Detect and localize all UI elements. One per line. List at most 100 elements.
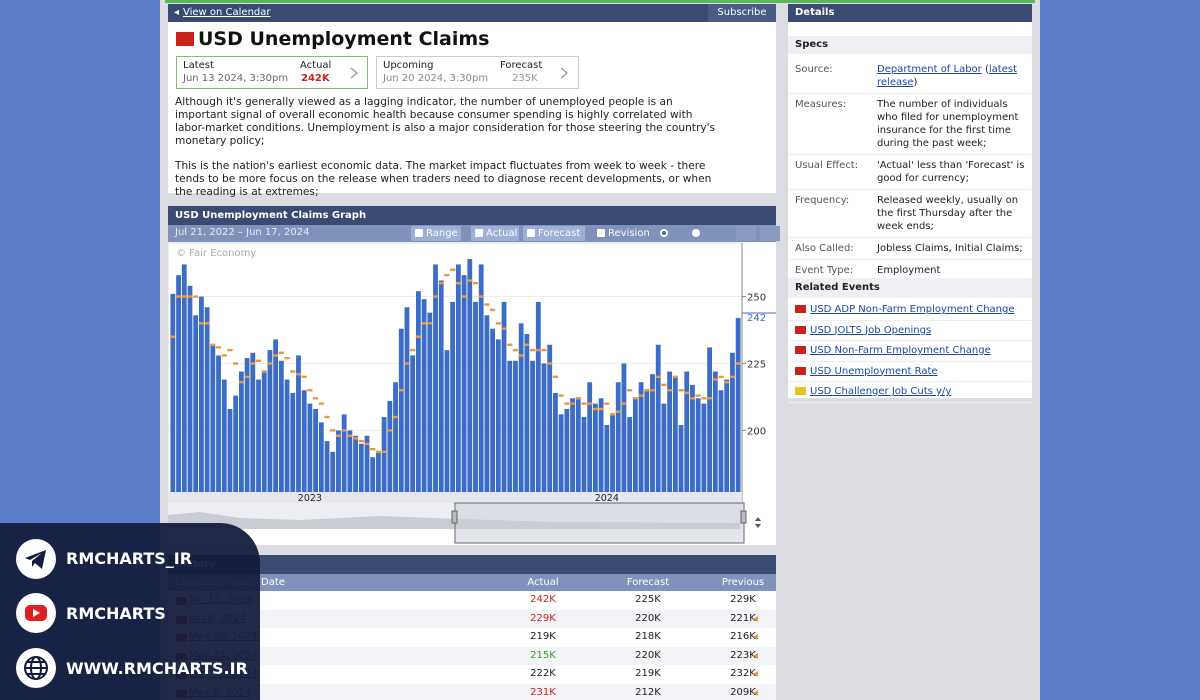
toolbar-icon — [692, 229, 700, 237]
related-event[interactable]: USD Unemployment Rate — [788, 362, 1032, 382]
spec-row: Measures: The number of individuals who f… — [788, 94, 1032, 155]
upcoming-label: Upcoming — [383, 60, 434, 71]
toolbar-icon — [527, 229, 535, 237]
column-header: Date — [261, 577, 285, 588]
zoom-button[interactable] — [736, 226, 756, 241]
history-actual: 222K — [530, 668, 556, 679]
spec-text: 'Actual' less than 'Forecast' is good fo… — [877, 160, 1025, 184]
history-forecast: 220K — [635, 612, 661, 624]
related-link[interactable]: USD Challenger Job Cuts y/y — [810, 386, 952, 397]
toolbar-button[interactable]: Forecast — [523, 226, 585, 241]
latest-box[interactable]: Latest Jun 13 2024, 3:30pm Actual 242K — [176, 56, 368, 89]
toolbar-button[interactable]: Range — [411, 226, 461, 241]
related-link[interactable]: USD Unemployment Rate — [810, 365, 938, 377]
impact-icon — [795, 366, 806, 375]
history-actual: 215K — [530, 649, 556, 661]
column-header: Previous — [721, 577, 765, 588]
toolbar-label: Actual — [486, 228, 518, 239]
graph-panel: USD Unemployment Claims Graph Jul 21, 20… — [168, 206, 780, 545]
toolbar-button[interactable]: Actual — [471, 226, 519, 241]
column-header: Forecast — [626, 577, 670, 588]
toolbar-icon — [660, 229, 668, 237]
impact-icon — [795, 387, 806, 395]
history-previous: 216K — [730, 631, 756, 642]
spec-value: Employment — [877, 264, 1027, 277]
upcoming-value: 235K — [512, 73, 538, 84]
event-panel: ◂ View on Calendar Subscribe USD Unemplo… — [168, 4, 776, 198]
related-event[interactable]: USD Challenger Job Cuts y/y — [788, 382, 1032, 403]
related-link[interactable]: USD ADP Non-Farm Employment Change — [810, 304, 1015, 315]
related-link[interactable]: USD JOLTS Job Openings — [810, 324, 932, 336]
toolbar-label: Bar — [656, 243, 674, 254]
column-header: Actual — [527, 577, 559, 588]
spec-text: Released weekly, usually on the first Th… — [877, 195, 1019, 232]
related-event[interactable]: USD JOLTS Job Openings — [788, 321, 1032, 341]
branding-overlay: RMCHARTS_IR RMCHARTS WWW.RMCHARTS.IR — [0, 523, 260, 700]
latest-value-label: Actual — [300, 60, 332, 71]
spec-row: Usual Effect: 'Actual' less than 'Forecas… — [788, 155, 1032, 190]
specs-header: Specs — [788, 36, 1032, 54]
spec-text: ) — [913, 77, 918, 88]
history-previous: 232K — [730, 668, 756, 679]
toolbar-label: Line — [688, 243, 709, 254]
spec-row: Also Called: Jobless Claims, Initial Clai… — [788, 238, 1032, 260]
spec-row: Frequency: Released weekly, usually on th… — [788, 190, 1032, 238]
description: Although it's generally viewed as a lagg… — [175, 96, 720, 211]
toolbar-label: Range — [426, 228, 458, 239]
history-actual: 242K — [530, 594, 556, 605]
upcoming-box[interactable]: Upcoming Jun 20 2024, 3:30pm Forecast 23… — [376, 56, 579, 89]
latest-label: Latest — [183, 60, 214, 71]
spec-label: Also Called: — [795, 243, 854, 254]
history-actual: 229K — [530, 612, 556, 624]
revision-marker — [753, 634, 758, 640]
event-header: ◂ View on Calendar Subscribe — [168, 4, 776, 22]
related-event[interactable]: USD ADP Non-Farm Employment Change — [788, 300, 1032, 321]
spec-link[interactable]: Department of Labor — [877, 64, 982, 75]
related-list: USD ADP Non-Farm Employment Change USD JO… — [788, 300, 1032, 403]
spec-value: 'Actual' less than 'Forecast' is good fo… — [877, 159, 1027, 185]
history-previous: 229K — [730, 594, 756, 605]
back-arrow: ◂ — [174, 7, 180, 18]
top-accent — [165, 0, 1035, 3]
related-link[interactable]: USD Non-Farm Employment Change — [810, 345, 991, 356]
history-actual: 219K — [530, 631, 556, 642]
graph-toolbar: Jul 21, 2022 – Jun 17, 2024 Range Actual F… — [168, 225, 780, 254]
subscribe-button[interactable]: Subscribe — [708, 4, 776, 22]
latest-value: 242K — [301, 73, 330, 84]
revision-marker — [753, 689, 758, 696]
spec-label: Usual Effect: — [795, 160, 859, 171]
toolbar-button[interactable]: Revision — [593, 226, 650, 241]
revision-marker — [753, 652, 758, 659]
spec-row: Source: Department of Labor (latest relea… — [788, 59, 1032, 94]
history-forecast: 220K — [635, 649, 661, 661]
spec-link[interactable]: latest release — [877, 64, 1018, 88]
chevron — [350, 67, 359, 79]
related-header: Related Events — [788, 278, 1032, 298]
back-link[interactable]: View on Calendar — [183, 7, 271, 18]
impact-icon — [795, 346, 806, 354]
date-range: Jul 21, 2022 – Jun 17, 2024 — [175, 227, 310, 238]
history-actual: 231K — [530, 686, 556, 698]
history-forecast: 219K — [635, 668, 661, 679]
chevron — [560, 67, 569, 79]
toolbar-label: Revision — [608, 228, 650, 239]
details-panel: Details Specs Source: Department of Labor… — [788, 4, 1032, 403]
spec-value: The number of individuals who filed for … — [877, 98, 1027, 150]
toolbar-button[interactable]: Bar — [656, 226, 686, 254]
spec-label: Measures: — [795, 99, 847, 110]
revision-marker — [753, 671, 758, 677]
toolbar-button[interactable]: Line — [688, 226, 720, 254]
related-event[interactable]: USD Non-Farm Employment Change — [788, 341, 1032, 362]
specs-list: Source: Department of Labor (latest relea… — [788, 59, 1032, 282]
history-forecast: 218K — [635, 631, 661, 642]
history-panel: History Expected ImpactDateActualForecas… — [168, 555, 776, 700]
brand-web: WWW.RMCHARTS.IR — [66, 659, 248, 678]
impact-icon — [795, 325, 806, 334]
brand-telegram: RMCHARTS_IR — [66, 549, 193, 568]
description-paragraph: Although it's generally viewed as a lagg… — [175, 96, 716, 147]
event-title: USD Unemployment Claims — [198, 28, 490, 50]
zoom-button[interactable] — [760, 226, 780, 241]
spec-value: Department of Labor (latest release) — [877, 63, 1027, 89]
spec-label: Frequency: — [795, 195, 850, 206]
